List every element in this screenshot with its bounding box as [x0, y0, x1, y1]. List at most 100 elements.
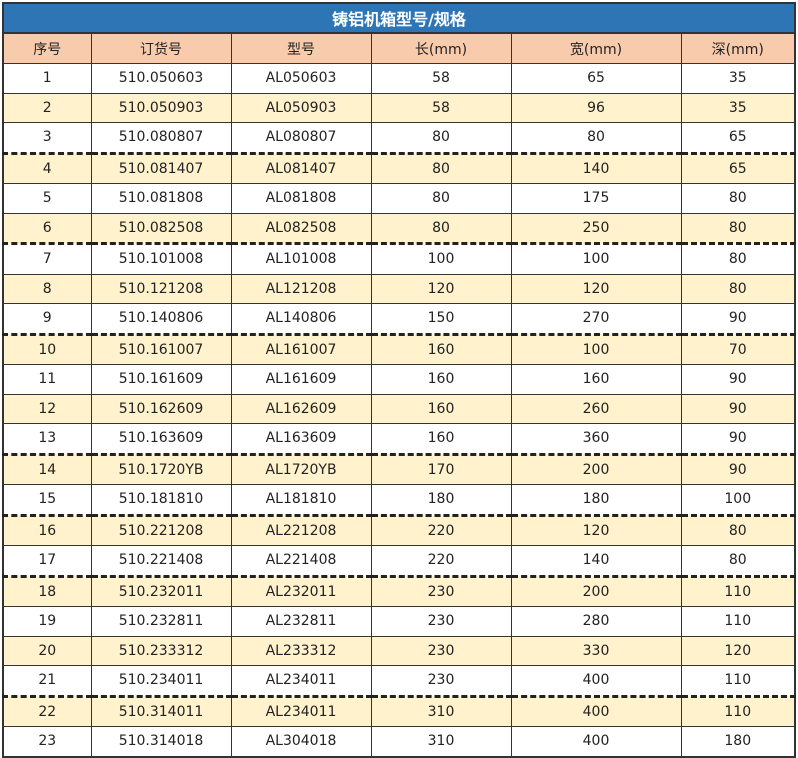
table-row: 19 510.232811 AL232811 230 280 110: [2, 606, 796, 637]
table-row: 5 510.081808 AL081808 80 175 80: [2, 183, 796, 214]
table-body: 1 510.050603 AL050603 58 65 35 2 510.050903 AL05…: [2, 63, 796, 757]
table-cell: 510.082508: [90, 212, 232, 245]
table-cell: 510.080807: [90, 122, 232, 155]
table-cell: 510.233312: [90, 635, 232, 666]
table-cell: AL234011: [230, 695, 372, 727]
table-cell: 100: [370, 243, 512, 275]
table-cell: AL162609: [230, 393, 372, 424]
table-cell: 180: [680, 726, 796, 757]
table-row: 23 510.314018 AL304018 310 400 180: [2, 726, 796, 757]
table-cell: 510.161609: [90, 364, 232, 395]
table-row: 7 510.101008 AL101008 100 100 80: [2, 243, 796, 275]
table-cell: 65: [510, 63, 682, 94]
table-cell: 230: [370, 606, 512, 637]
table-cell: 175: [510, 183, 682, 214]
table-cell: 510.121208: [90, 273, 232, 304]
table-cell: 230: [370, 575, 512, 607]
table-cell: AL221408: [230, 545, 372, 578]
table-cell: 13: [2, 423, 92, 456]
table-cell: 65: [680, 122, 796, 155]
table-cell: AL234011: [230, 665, 372, 698]
table-cell: 110: [680, 575, 796, 607]
table-cell: 70: [680, 333, 796, 365]
table-cell: 80: [510, 122, 682, 155]
column-header: 宽(mm): [510, 32, 682, 64]
table-cell: 120: [370, 273, 512, 304]
table-cell: 400: [510, 665, 682, 698]
table-cell: 200: [510, 575, 682, 607]
table-row: 15 510.181810 AL181810 180 180 100: [2, 484, 796, 517]
table-cell: 58: [370, 63, 512, 94]
column-header: 长(mm): [370, 32, 512, 64]
table-cell: AL181810: [230, 484, 372, 517]
table-cell: 22: [2, 695, 92, 727]
table-row: 2 510.050903 AL050903 58 96 35: [2, 92, 796, 123]
table-cell: 510.140806: [90, 303, 232, 336]
table-row: 12 510.162609 AL162609 160 260 90: [2, 393, 796, 424]
table-row: 6 510.082508 AL082508 80 250 80: [2, 212, 796, 245]
table-cell: 310: [370, 695, 512, 727]
table-cell: 9: [2, 303, 92, 336]
table-cell: 400: [510, 726, 682, 757]
table-cell: 7: [2, 243, 92, 275]
table-cell: 80: [680, 212, 796, 245]
table-cell: AL233312: [230, 635, 372, 666]
table-cell: 220: [370, 514, 512, 546]
table-row: 3 510.080807 AL080807 80 80 65: [2, 122, 796, 155]
table-cell: AL232811: [230, 606, 372, 637]
table-cell: 96: [510, 92, 682, 123]
column-header: 型号: [230, 32, 372, 64]
column-header: 订货号: [90, 32, 232, 64]
table-cell: AL140806: [230, 303, 372, 336]
table-cell: 270: [510, 303, 682, 336]
table-cell: 120: [680, 635, 796, 666]
table-cell: AL101008: [230, 243, 372, 275]
table-cell: 140: [510, 545, 682, 578]
table-cell: 65: [680, 152, 796, 184]
table-cell: 140: [510, 152, 682, 184]
table-row: 1 510.050603 AL050603 58 65 35: [2, 63, 796, 94]
table-cell: AL081808: [230, 183, 372, 214]
table-cell: 330: [510, 635, 682, 666]
table-cell: 510.234011: [90, 665, 232, 698]
table-cell: 90: [680, 393, 796, 424]
table-cell: AL121208: [230, 273, 372, 304]
table-row: 4 510.081407 AL081407 80 140 65: [2, 152, 796, 184]
table-cell: 90: [680, 453, 796, 485]
table-cell: 510.081407: [90, 152, 232, 184]
table-title: 铸铝机箱型号/规格: [1, 2, 797, 34]
table-cell: 510.314018: [90, 726, 232, 757]
column-header: 序号: [2, 32, 92, 64]
table-cell: 510.232811: [90, 606, 232, 637]
table-cell: 510.050903: [90, 92, 232, 123]
table-cell: 17: [2, 545, 92, 578]
table-cell: 80: [370, 152, 512, 184]
table-cell: 510.162609: [90, 393, 232, 424]
table-cell: 10: [2, 333, 92, 365]
header-row: 序号 订货号 型号 长(mm) 宽(mm) 深(mm): [2, 32, 796, 64]
table-cell: 16: [2, 514, 92, 546]
table-cell: 35: [680, 63, 796, 94]
table-row: 16 510.221208 AL221208 220 120 80: [2, 514, 796, 546]
table-row: 8 510.121208 AL121208 120 120 80: [2, 273, 796, 304]
table-cell: 510.221208: [90, 514, 232, 546]
table-cell: AL221208: [230, 514, 372, 546]
table-cell: AL161609: [230, 364, 372, 395]
table-cell: 510.163609: [90, 423, 232, 456]
table-cell: 120: [510, 273, 682, 304]
table-cell: 18: [2, 575, 92, 607]
table-cell: 19: [2, 606, 92, 637]
table-cell: 160: [510, 364, 682, 395]
table-row: 10 510.161007 AL161007 160 100 70: [2, 333, 796, 365]
table-cell: 90: [680, 364, 796, 395]
table-cell: 23: [2, 726, 92, 757]
table-cell: 170: [370, 453, 512, 485]
table-cell: 14: [2, 453, 92, 485]
table-cell: AL050603: [230, 63, 372, 94]
table-cell: 1: [2, 63, 92, 94]
table-cell: 110: [680, 665, 796, 698]
table-cell: 6: [2, 212, 92, 245]
table-cell: 160: [370, 364, 512, 395]
